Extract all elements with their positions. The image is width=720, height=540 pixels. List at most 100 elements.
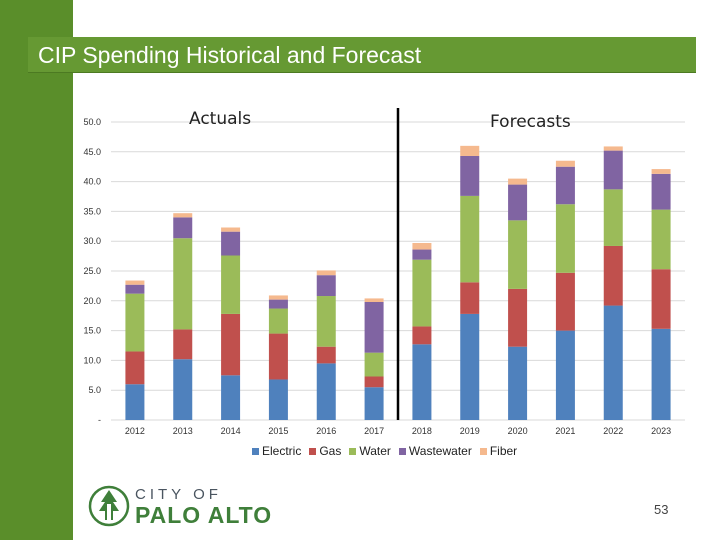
legend-label: Electric bbox=[262, 444, 302, 458]
bar-segment-electric-2018 bbox=[412, 344, 432, 420]
y-tick-label: 45.0 bbox=[83, 147, 101, 157]
bar-segment-water-2018 bbox=[412, 259, 432, 327]
x-tick-label: 2021 bbox=[555, 426, 575, 436]
bar-segment-water-2019 bbox=[460, 195, 480, 283]
bar-segment-gas-2014 bbox=[221, 313, 241, 376]
x-tick-label: 2017 bbox=[364, 426, 384, 436]
x-tick-label: 2013 bbox=[173, 426, 193, 436]
actuals-label: Actuals bbox=[189, 109, 252, 129]
y-tick-label: 35.0 bbox=[83, 206, 101, 216]
logo-city-of: CITY OF bbox=[135, 486, 222, 503]
legend-label: Fiber bbox=[489, 444, 518, 458]
bar-segment-gas-2012 bbox=[125, 351, 145, 385]
bar-segment-water-2020 bbox=[508, 220, 528, 289]
legend-item-water: Water bbox=[349, 444, 391, 458]
bar-segment-gas-2016 bbox=[316, 346, 336, 364]
bar-segment-wastewater-2013 bbox=[173, 217, 193, 239]
bar-segment-wastewater-2020 bbox=[508, 184, 528, 221]
bar-segment-fiber-2023 bbox=[651, 169, 671, 174]
bar-segment-electric-2023 bbox=[651, 328, 671, 420]
left-accent-strip bbox=[0, 0, 73, 540]
bar-segment-fiber-2018 bbox=[412, 242, 432, 250]
x-tick-label: 2019 bbox=[460, 426, 480, 436]
bar-segment-electric-2014 bbox=[221, 375, 241, 420]
bar-segment-gas-2017 bbox=[364, 376, 384, 388]
x-tick-label: 2020 bbox=[508, 426, 528, 436]
x-tick-label: 2018 bbox=[412, 426, 432, 436]
bar-segment-fiber-2015 bbox=[268, 295, 288, 300]
bar-segment-electric-2019 bbox=[460, 313, 480, 420]
x-tick-label: 2012 bbox=[125, 426, 145, 436]
y-tick-label: - bbox=[98, 415, 101, 425]
bar-segment-electric-2015 bbox=[268, 379, 288, 420]
y-tick-label: 30.0 bbox=[83, 236, 101, 246]
bar-segment-fiber-2021 bbox=[555, 160, 575, 167]
logo-palo-alto: PALO ALTO bbox=[135, 502, 273, 528]
bar-segment-fiber-2019 bbox=[460, 145, 480, 156]
bar-segment-water-2015 bbox=[268, 308, 288, 334]
slide-title: CIP Spending Historical and Forecast bbox=[38, 42, 422, 68]
stacked-bar-chart: - 5.0 10.0 15.0 20.0 25.0 30.0 35.0 40.0 45.0 50.0… bbox=[83, 108, 685, 436]
bar-segment-water-2021 bbox=[555, 204, 575, 273]
legend-item-wastewater: Wastewater bbox=[398, 444, 472, 458]
x-tick-label: 2016 bbox=[316, 426, 336, 436]
title-bar: CIP Spending Historical and Forecast bbox=[28, 37, 696, 73]
bar-segment-gas-2018 bbox=[412, 326, 432, 345]
bar-segment-water-2012 bbox=[125, 293, 145, 352]
bar-segment-wastewater-2016 bbox=[316, 275, 336, 297]
bar-segment-wastewater-2017 bbox=[364, 301, 384, 353]
bar-segment-wastewater-2012 bbox=[125, 284, 145, 294]
bar-segment-water-2014 bbox=[221, 255, 241, 314]
bar-segment-wastewater-2018 bbox=[412, 249, 432, 260]
bar-segment-fiber-2016 bbox=[316, 270, 336, 276]
bar-segment-water-2013 bbox=[173, 238, 193, 330]
bar-segment-fiber-2020 bbox=[508, 178, 528, 185]
bar-segment-water-2016 bbox=[316, 296, 336, 347]
y-tick-label: 20.0 bbox=[83, 296, 101, 306]
bar-segment-wastewater-2015 bbox=[268, 299, 288, 309]
bar-segment-fiber-2014 bbox=[221, 227, 241, 232]
bar-segment-wastewater-2019 bbox=[460, 155, 480, 196]
bar-segment-fiber-2013 bbox=[173, 213, 193, 218]
tree-icon bbox=[88, 485, 130, 527]
legend-swatch bbox=[252, 447, 259, 455]
x-tick-label: 2022 bbox=[603, 426, 623, 436]
y-tick-label: 25.0 bbox=[83, 266, 101, 276]
x-tick-label: 2014 bbox=[221, 426, 241, 436]
bar-segment-wastewater-2021 bbox=[555, 166, 575, 205]
chart-legend: Electric Gas Water Wastewater Fiber bbox=[252, 444, 517, 458]
legend-item-gas: Gas bbox=[309, 444, 341, 458]
bar-segment-electric-2020 bbox=[508, 346, 528, 420]
legend-swatch bbox=[479, 447, 487, 455]
bar-segment-water-2017 bbox=[364, 352, 384, 377]
bar-segment-water-2023 bbox=[651, 209, 671, 270]
bar-segment-gas-2020 bbox=[508, 288, 528, 347]
bar-segment-gas-2015 bbox=[268, 333, 288, 380]
bar-segment-electric-2012 bbox=[125, 384, 145, 420]
x-tick-label: 2015 bbox=[268, 426, 288, 436]
legend-item-fiber: Fiber bbox=[479, 444, 518, 458]
bar-segment-gas-2021 bbox=[555, 272, 575, 331]
legend-label: Water bbox=[359, 444, 391, 458]
bar-segment-electric-2016 bbox=[316, 363, 336, 420]
bar-segment-wastewater-2014 bbox=[221, 231, 241, 256]
page-number: 53 bbox=[654, 502, 669, 517]
bar-segment-wastewater-2023 bbox=[651, 173, 671, 210]
legend-label: Gas bbox=[319, 444, 342, 458]
bar-segment-fiber-2022 bbox=[603, 146, 623, 151]
bar-segment-wastewater-2022 bbox=[603, 150, 623, 190]
bar-segment-electric-2022 bbox=[603, 305, 623, 420]
bar-segment-fiber-2012 bbox=[125, 280, 145, 285]
legend-item-electric: Electric bbox=[252, 444, 301, 458]
bar-segment-fiber-2017 bbox=[364, 298, 384, 302]
y-tick-label: 40.0 bbox=[83, 177, 101, 187]
y-tick-label: 5.0 bbox=[88, 385, 101, 395]
legend-swatch bbox=[349, 447, 357, 455]
bar-segment-electric-2017 bbox=[364, 387, 384, 420]
forecasts-label: Forecasts bbox=[490, 112, 571, 132]
x-tick-label: 2023 bbox=[651, 426, 671, 436]
y-tick-label: 15.0 bbox=[83, 326, 101, 336]
bar-segment-gas-2019 bbox=[460, 282, 480, 314]
legend-swatch bbox=[309, 447, 317, 455]
y-tick-label: 50.0 bbox=[83, 117, 101, 127]
